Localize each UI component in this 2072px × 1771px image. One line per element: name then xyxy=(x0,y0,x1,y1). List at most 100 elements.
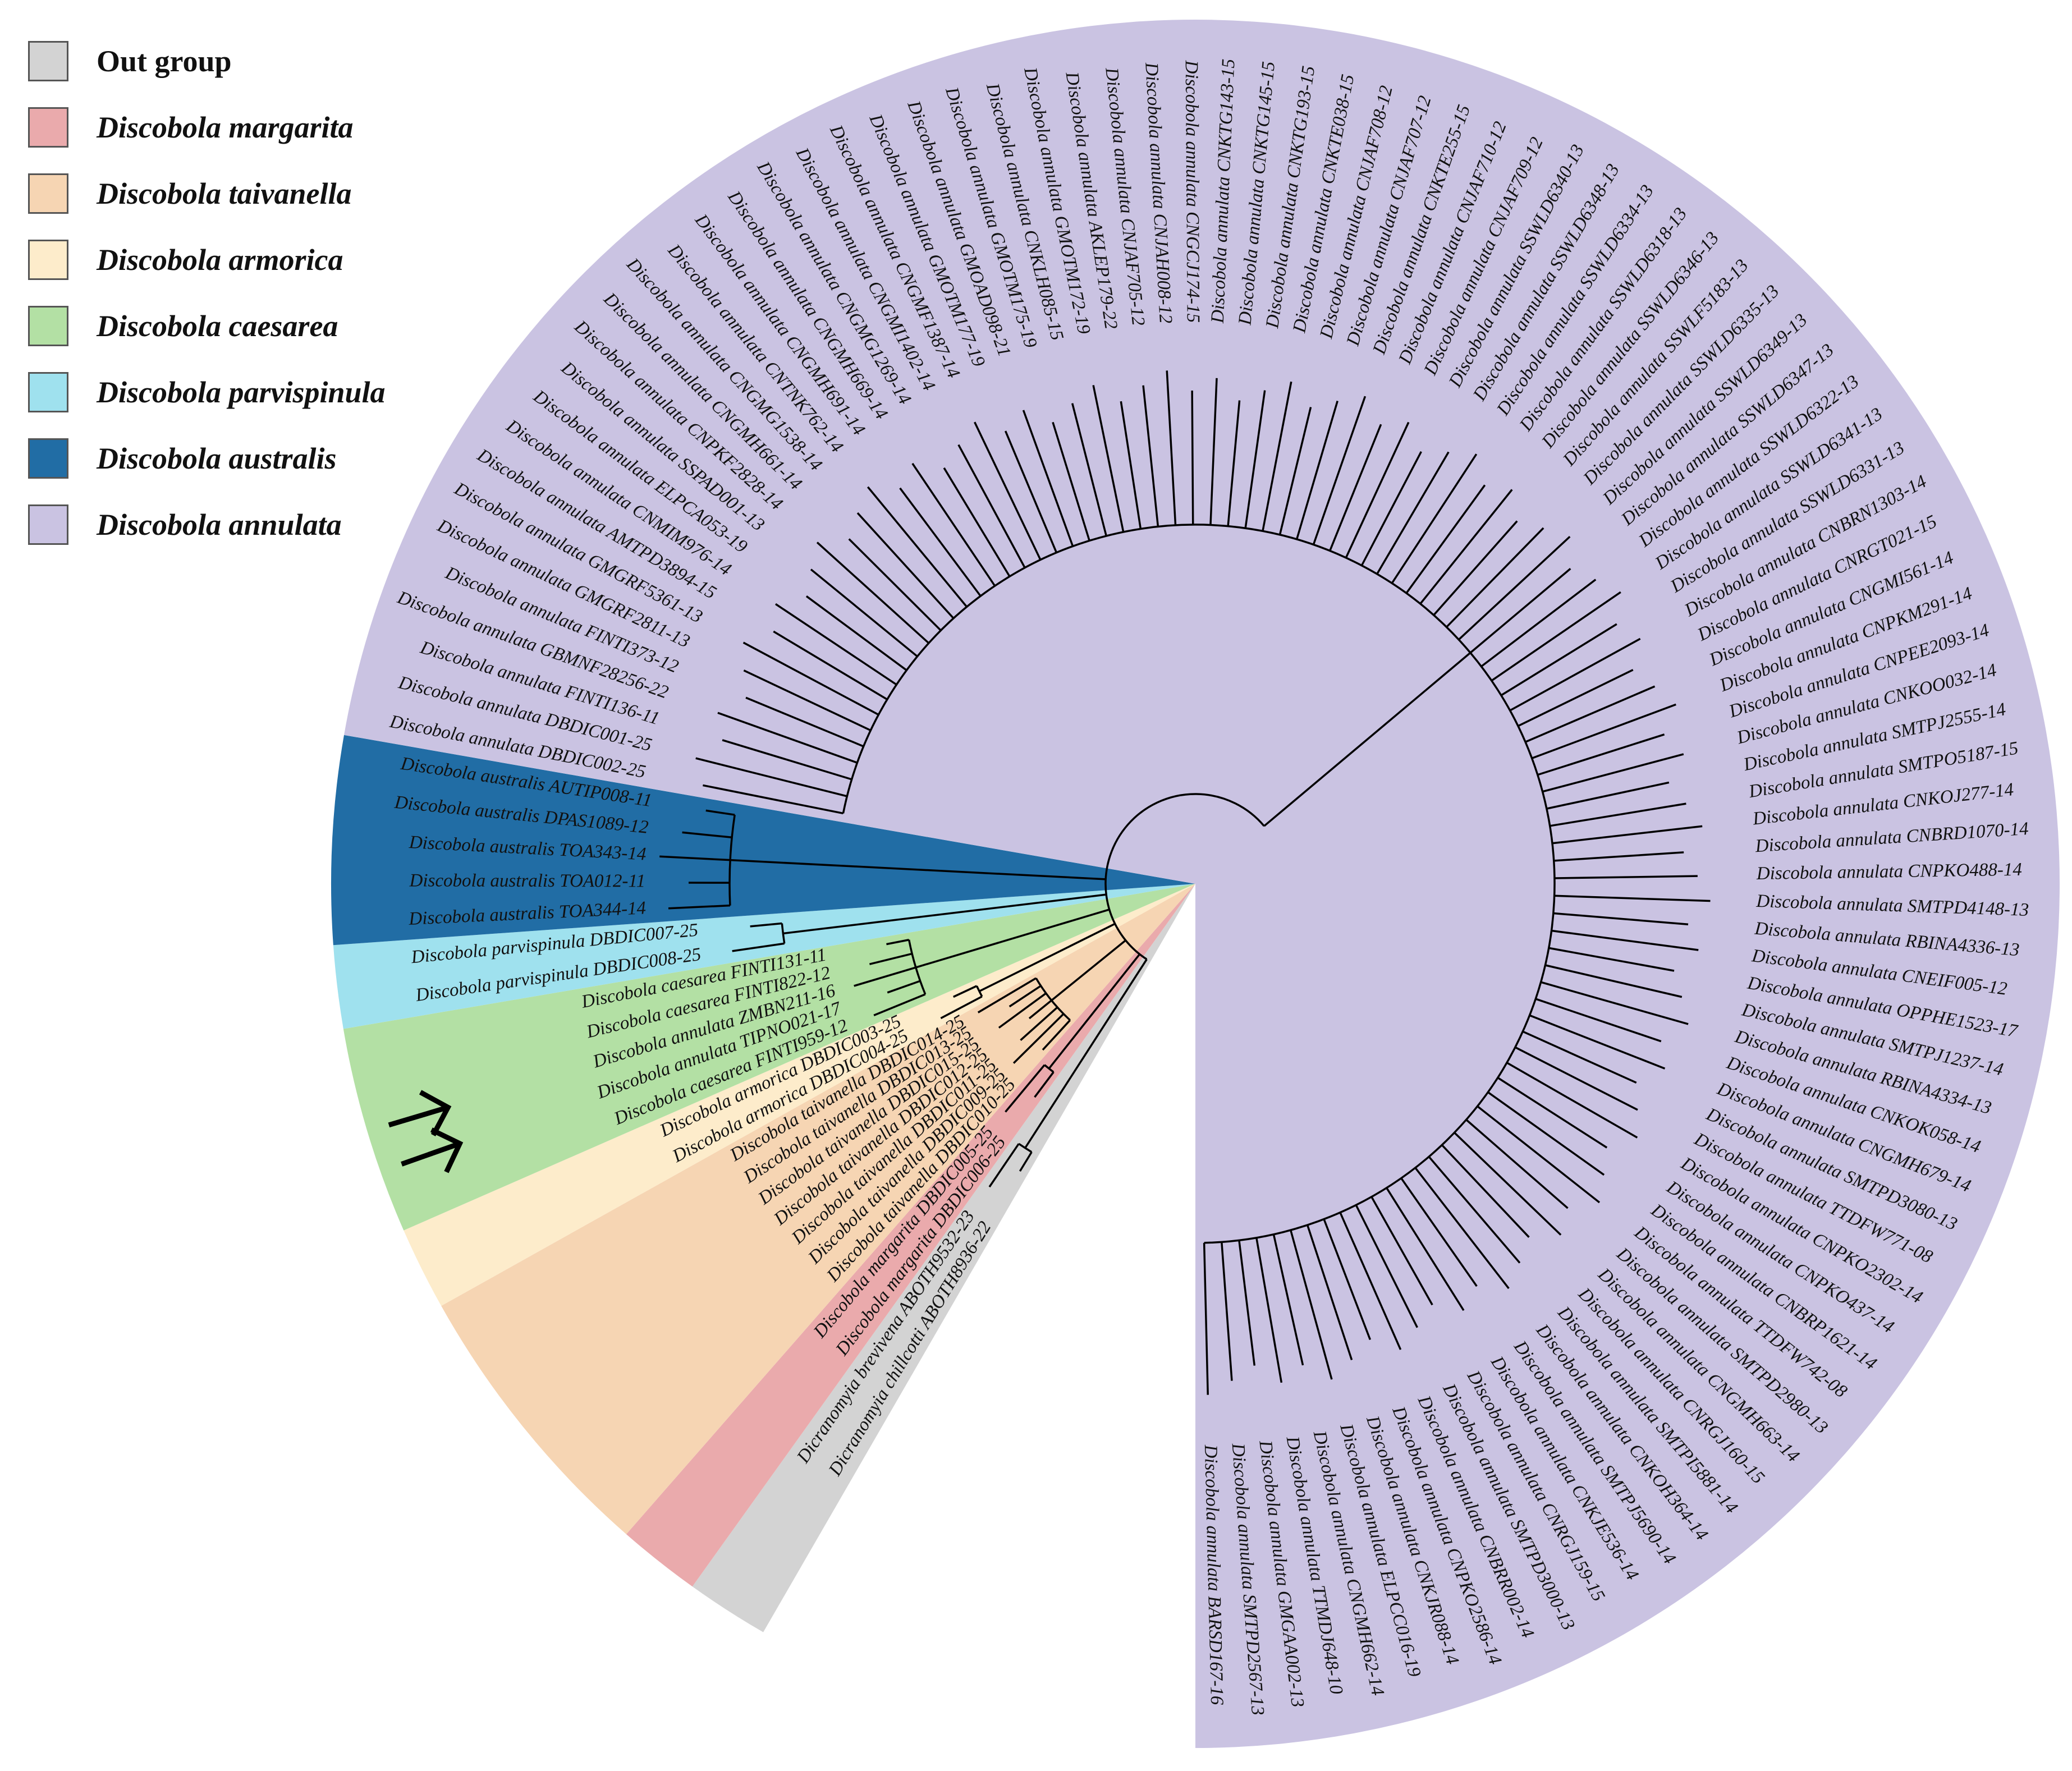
tip-branch xyxy=(1542,753,1684,793)
tip-branch xyxy=(1209,378,1218,525)
legend-item-parvispinula: Discobola parvispinula xyxy=(28,370,386,414)
tip-branch xyxy=(953,985,978,998)
tip-branch xyxy=(1515,1046,1638,1111)
tip-branch xyxy=(1004,430,1058,553)
tip-branch xyxy=(1458,535,1571,641)
tip-branch xyxy=(1296,400,1338,540)
tip-branch xyxy=(1376,451,1450,575)
tip-branch xyxy=(1290,1229,1333,1380)
tip-branch xyxy=(668,904,730,910)
tip-branch xyxy=(1042,1019,1071,1051)
tip-branch xyxy=(1400,1177,1478,1287)
tip-branch xyxy=(1203,1242,1209,1395)
legend-item-annulata: Discobola annulata xyxy=(28,503,386,547)
tip-branch xyxy=(854,966,916,987)
tip-branch xyxy=(873,993,926,1016)
legend-swatch-annulata xyxy=(28,504,68,545)
tip-branch xyxy=(1522,1030,1637,1084)
tip-branch xyxy=(957,444,1026,568)
tip-branch xyxy=(1553,851,1684,862)
tip-label: Discobola annulata CNGCJ174-15 xyxy=(1181,59,1203,323)
tip-branch xyxy=(1386,1187,1465,1311)
tip-branch xyxy=(1022,410,1074,547)
tip-branch xyxy=(1419,489,1513,605)
tip-branch xyxy=(1509,637,1641,712)
tip-branch xyxy=(1238,1240,1256,1366)
tip-branch xyxy=(1525,685,1656,743)
tip-branch xyxy=(1005,1064,1046,1113)
tip-branch xyxy=(1329,424,1382,552)
arrow-marker xyxy=(388,1105,449,1128)
tip-branch xyxy=(940,995,983,1020)
sector-annulata xyxy=(344,20,2060,1749)
tip-branch xyxy=(1518,669,1634,727)
tip-branch xyxy=(773,630,888,700)
tip-branch xyxy=(1345,421,1410,558)
tip-branch xyxy=(1355,1204,1418,1328)
tip-branch xyxy=(1506,1062,1638,1139)
stem-outgroup xyxy=(1024,958,1148,1149)
tip-branch xyxy=(743,669,872,732)
tip-branch xyxy=(1554,894,1711,902)
tip-branch xyxy=(703,784,844,815)
arrow-head xyxy=(419,1090,452,1136)
tip-branch xyxy=(1272,1234,1304,1366)
arc-annulata xyxy=(842,524,1556,1244)
tip-branch xyxy=(1433,520,1518,616)
tip-branch xyxy=(1446,527,1544,628)
tip-branch xyxy=(705,809,735,816)
tip-branch xyxy=(856,512,955,620)
tip-branch xyxy=(977,977,1037,1013)
tip-branch xyxy=(1469,568,1571,654)
tip-branch xyxy=(1191,391,1194,525)
tip-branch xyxy=(848,538,942,631)
tip-label: Discobola annulata CNPKO488-14 xyxy=(1756,860,2023,884)
tip-branch xyxy=(869,952,913,965)
legend-swatch-outgroup xyxy=(28,41,68,81)
legend-label-taivanella: Discobola taivanella xyxy=(97,177,352,210)
tip-branch xyxy=(1544,964,1683,998)
tip-branch xyxy=(1120,401,1142,529)
tip-branch xyxy=(1262,381,1292,531)
legend-item-caesarea: Discobola caesarea xyxy=(28,304,386,348)
highlight-arrows xyxy=(388,1090,464,1173)
tip-branch xyxy=(1537,733,1665,776)
tip-branch xyxy=(887,980,921,994)
arrow-marker xyxy=(401,1141,461,1167)
sector-parvispinula xyxy=(333,884,1195,1029)
tip-branch xyxy=(886,939,909,946)
tip-branch xyxy=(1028,999,1052,1020)
tip-branch xyxy=(805,595,907,671)
arrow-head xyxy=(430,1127,464,1173)
tip-branch xyxy=(717,712,858,764)
legend: Out group Discobola margarita Discobola … xyxy=(28,39,386,569)
sector-australis xyxy=(331,735,1196,946)
tip-branch xyxy=(1227,400,1241,526)
tip-branch xyxy=(1500,623,1617,696)
tip-branch xyxy=(867,486,968,608)
tip-branch xyxy=(1405,484,1486,594)
tip-branch xyxy=(1414,1167,1510,1290)
tip-label: Discobola australis TOA012-11 xyxy=(409,870,645,891)
legend-label-annulata: Discobola annulata xyxy=(97,508,342,542)
tip-branch xyxy=(943,467,1011,577)
stem-caesarea xyxy=(915,909,1110,969)
stem-margarita xyxy=(1048,953,1141,1070)
tip-branch xyxy=(1034,1071,1055,1098)
tip-branch xyxy=(745,696,864,747)
legend-item-outgroup: Out group xyxy=(28,39,386,83)
tip-branch xyxy=(1323,1218,1372,1340)
tip-branch xyxy=(1550,802,1686,827)
sector-caesarea xyxy=(343,884,1195,1231)
legend-label-outgroup: Out group xyxy=(97,44,232,78)
tip-branch xyxy=(1454,1132,1562,1236)
tip-branch xyxy=(1052,421,1090,542)
tip-branch xyxy=(1497,1076,1608,1149)
tip-branch xyxy=(911,462,996,587)
tip-branch xyxy=(998,992,1047,1029)
sector-taivanella xyxy=(441,884,1195,1534)
tip-branch xyxy=(682,831,732,839)
tip-branch xyxy=(1491,591,1621,682)
legend-label-margarita: Discobola margarita xyxy=(97,111,354,144)
